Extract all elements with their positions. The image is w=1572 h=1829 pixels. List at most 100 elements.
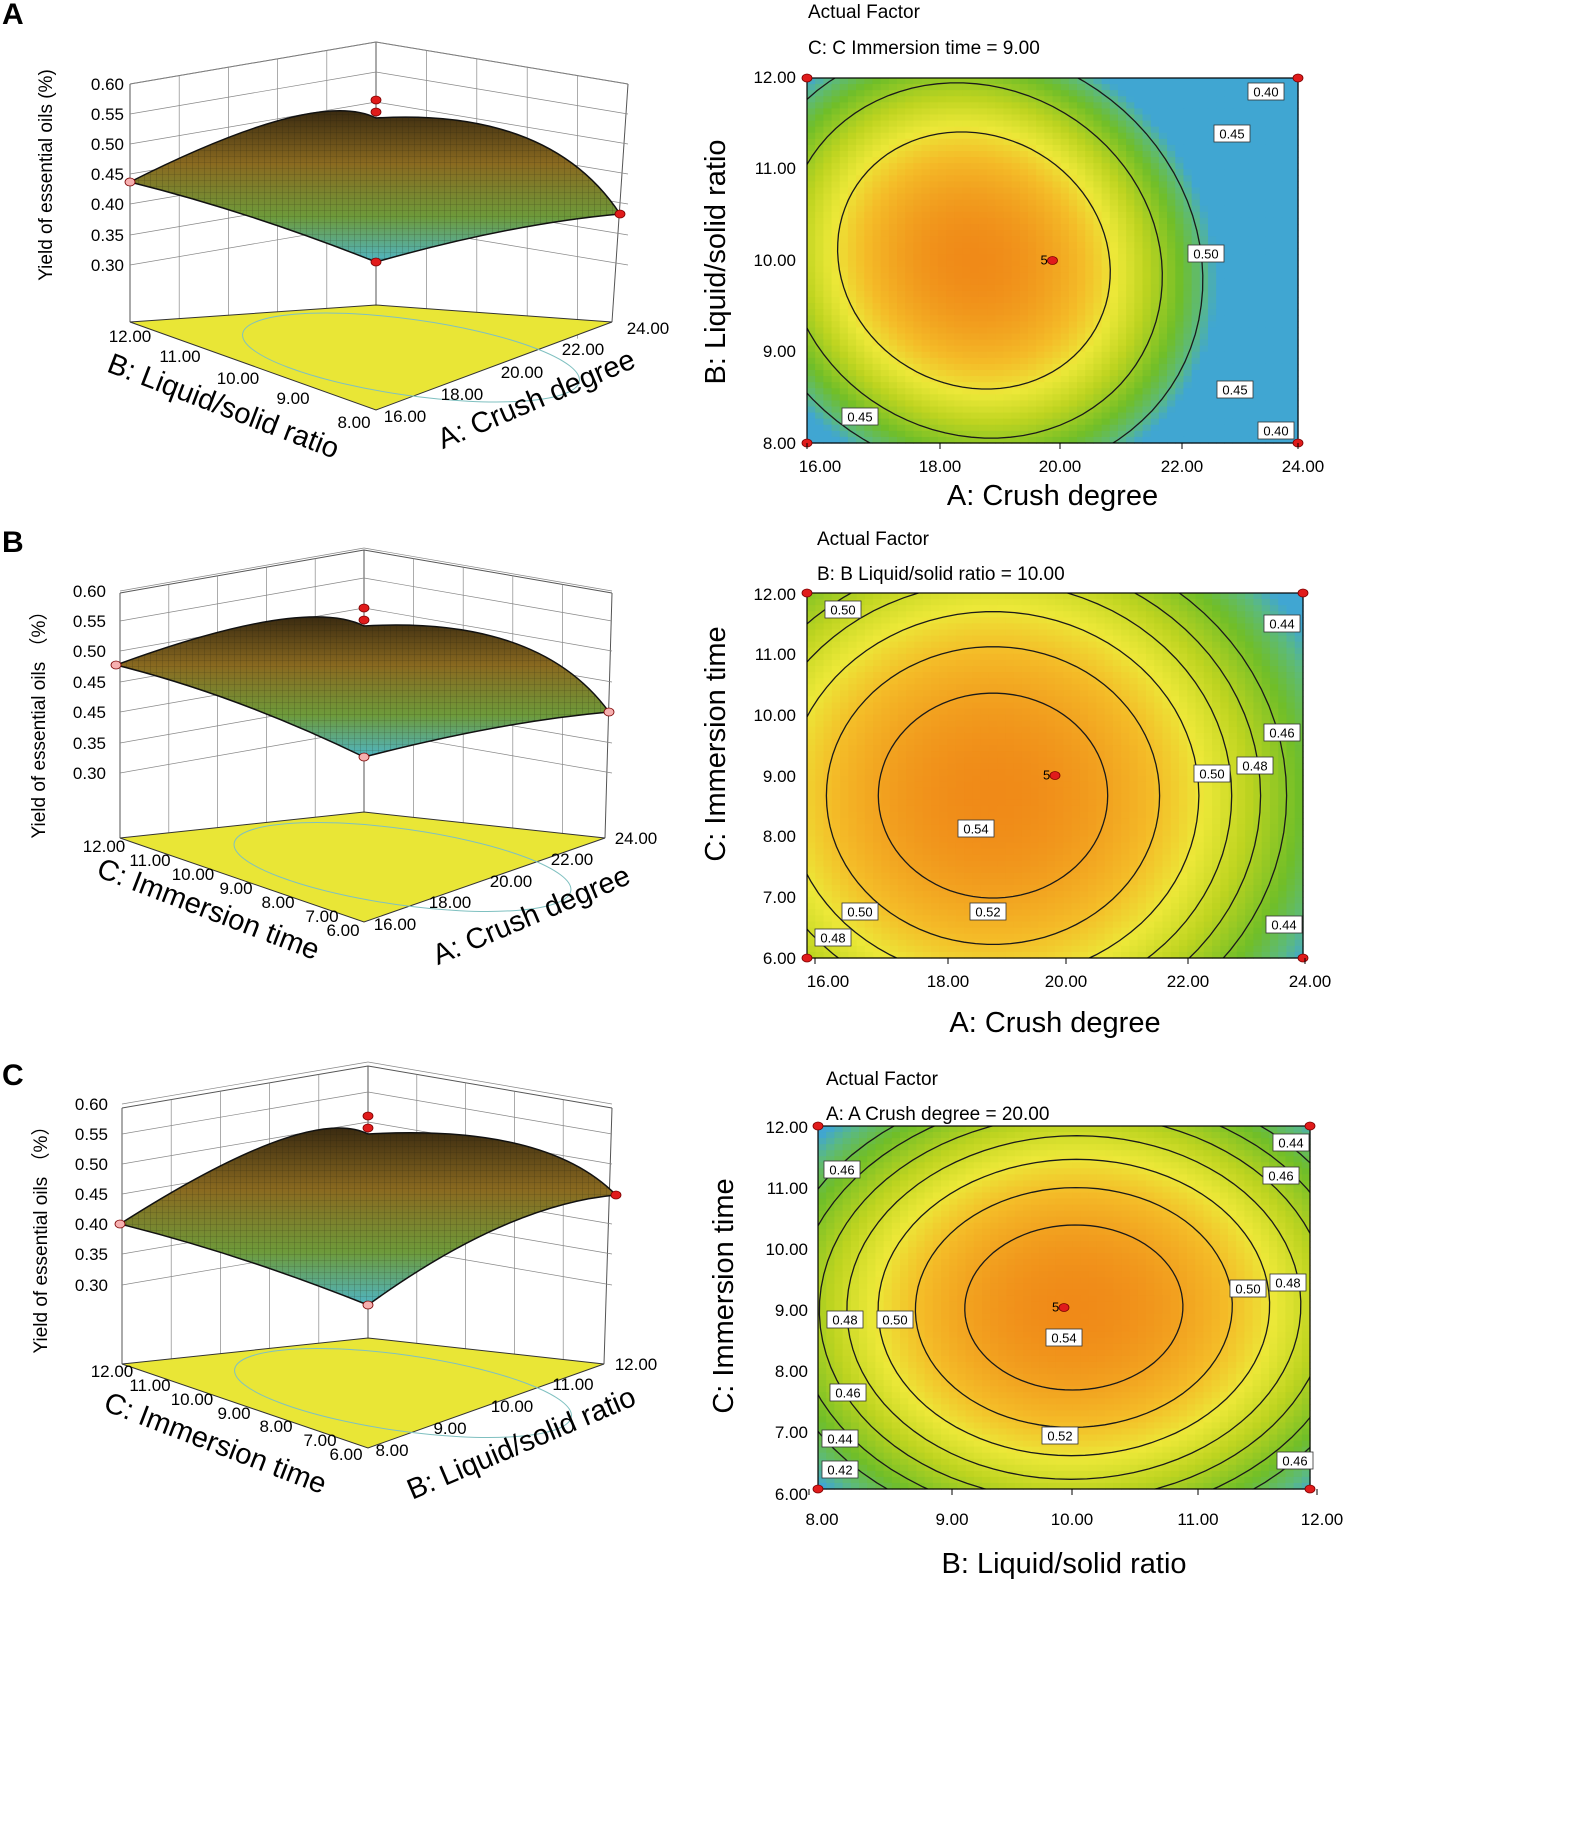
left-axis-tick: 6.00 (329, 1445, 362, 1464)
actual-factor-title: Actual Factor (808, 2, 921, 23)
base-contour-plane (129, 304, 613, 411)
contour-value-text: 0.44 (827, 1432, 852, 1447)
contour-value-text: 0.45 (1219, 127, 1244, 142)
left-axis-tick: 9.00 (217, 1404, 250, 1423)
x-tick-label: 18.00 (927, 972, 970, 991)
contour-value-text: 0.50 (1193, 247, 1218, 262)
z-tick-label: 0.45 (73, 703, 106, 722)
contour-value-text: 0.45 (1222, 383, 1247, 398)
x-tick-label: 9.00 (935, 1510, 968, 1529)
z-axis-title: Yield of essential oils （%） (28, 602, 50, 839)
contour-value-label: 0.54 (1045, 1328, 1083, 1347)
contour-line (807, 593, 1233, 958)
left-axis-tick: 6.00 (326, 921, 359, 940)
design-point (1297, 588, 1309, 598)
contour-line (836, 131, 1111, 390)
contour-value-label: 0.50 (841, 902, 879, 921)
contour-value-label: 0.45 (841, 407, 879, 426)
contour-plot-a: 5 0.40 0.45 0.50 0.45 0.45 0.40 Actual Factor C:… (700, 2, 1324, 512)
left-axis-tick: 12.00 (91, 1362, 134, 1381)
left-axis-tick: 12.00 (83, 837, 126, 856)
right-axis-tick: 24.00 (627, 319, 670, 338)
x-tick-label: 11.00 (1177, 1510, 1218, 1529)
left-axis-tick: 8.00 (261, 893, 294, 912)
y-tick-label: 11.00 (755, 645, 796, 664)
contour-value-text: 0.44 (1271, 918, 1296, 933)
right-axis-tick: 8.00 (375, 1441, 408, 1460)
actual-factor-value: A: A Crush degree = 20.00 (826, 1104, 1049, 1125)
contour-lines (818, 1126, 1310, 1489)
contour-value-label: 0.44 (821, 1429, 859, 1448)
design-point-3d (610, 1190, 622, 1200)
x-axis-title: A: Crush degree (947, 480, 1158, 512)
panel-letter: B (2, 526, 24, 559)
y-tick-label: 11.00 (767, 1179, 808, 1198)
x-tick-label: 22.00 (1167, 972, 1210, 991)
contour-value-label: 0.46 (823, 1160, 861, 1179)
right-axis-tick: 10.00 (491, 1397, 534, 1416)
center-point (1049, 771, 1061, 780)
contour-value-label: 0.46 (1263, 723, 1301, 742)
contour-value-text: 0.42 (827, 1463, 852, 1478)
design-point (1304, 1484, 1316, 1494)
contour-line (807, 78, 1204, 443)
z-tick-label: 0.50 (73, 642, 106, 661)
design-point (1304, 1121, 1316, 1131)
design-point-3d (370, 257, 382, 267)
center-point-label: 5 (1043, 768, 1050, 783)
plot-frame (817, 1125, 1311, 1490)
x-tick-label: 12.00 (1301, 1510, 1344, 1529)
contour-value-label: 0.50 (876, 1310, 914, 1329)
design-point-3d (358, 615, 370, 625)
design-point (812, 1121, 824, 1131)
right-axis-tick: 16.00 (384, 407, 427, 426)
design-point-3d (124, 177, 136, 187)
contour-value-text: 0.50 (830, 603, 855, 618)
design-point (801, 73, 813, 83)
design-point-3d (362, 1111, 374, 1121)
right-axis-tick: 22.00 (551, 850, 594, 869)
contour-value-text: 0.48 (820, 931, 845, 946)
left-axis-tick: 8.00 (337, 413, 370, 432)
z-tick-label: 0.35 (73, 734, 106, 753)
z-tick-label: 0.30 (91, 256, 124, 275)
contour-value-text: 0.48 (1242, 759, 1267, 774)
contour-value-text: 0.46 (1269, 726, 1294, 741)
center-point (1058, 1303, 1070, 1312)
y-tick-label: 9.00 (763, 767, 796, 786)
contour-value-label: 0.46 (1276, 1451, 1314, 1470)
contour-value-label: 0.44 (1265, 915, 1303, 934)
contour-value-text: 0.44 (1269, 617, 1294, 632)
surface-plot-a: A 0.60 0.55 0.50 0.45 0.40 0.35 0.30 Yield of es… (2, 0, 669, 465)
y-tick-label: 7.00 (763, 888, 796, 907)
z-tick-label: 0.45 (75, 1185, 108, 1204)
z-tick-label: 0.50 (91, 135, 124, 154)
contour-value-text: 0.50 (847, 905, 872, 920)
y-tick-label: 6.00 (775, 1485, 808, 1504)
right-axis-tick: 20.00 (501, 363, 544, 382)
contour-value-label: 0.44 (1272, 1133, 1310, 1152)
panel-letter: A (2, 0, 24, 31)
z-tick-label: 0.45 (91, 165, 124, 184)
right-axis-tick: 20.00 (490, 872, 533, 891)
actual-factor-value: C: C Immersion time = 9.00 (808, 38, 1040, 59)
design-point (812, 1484, 824, 1494)
contour-value-label: 0.50 (1187, 244, 1225, 263)
z-tick-label: 0.60 (75, 1095, 108, 1114)
right-axis-tick: 12.00 (615, 1355, 658, 1374)
z-tick-label: 0.55 (75, 1125, 108, 1144)
y-axis-title: C: Immersion time (708, 1178, 740, 1413)
z-tick-label: 0.35 (91, 226, 124, 245)
contour-value-label: 0.48 (826, 1310, 864, 1329)
contour-value-text: 0.44 (1278, 1136, 1303, 1151)
z-axis-title: Yield of essential oils (%) (36, 69, 57, 281)
design-point-3d (603, 707, 615, 717)
contour-value-text: 0.46 (1282, 1454, 1307, 1469)
contour-value-text: 0.48 (1275, 1276, 1300, 1291)
contour-value-label: 0.48 (1236, 756, 1274, 775)
contour-value-text: 0.48 (832, 1313, 857, 1328)
y-tick-label: 7.00 (775, 1423, 808, 1442)
z-axis-title: Yield of essential oils （%） (30, 1117, 52, 1354)
contour-line (807, 611, 1200, 958)
design-point-3d (370, 95, 382, 105)
